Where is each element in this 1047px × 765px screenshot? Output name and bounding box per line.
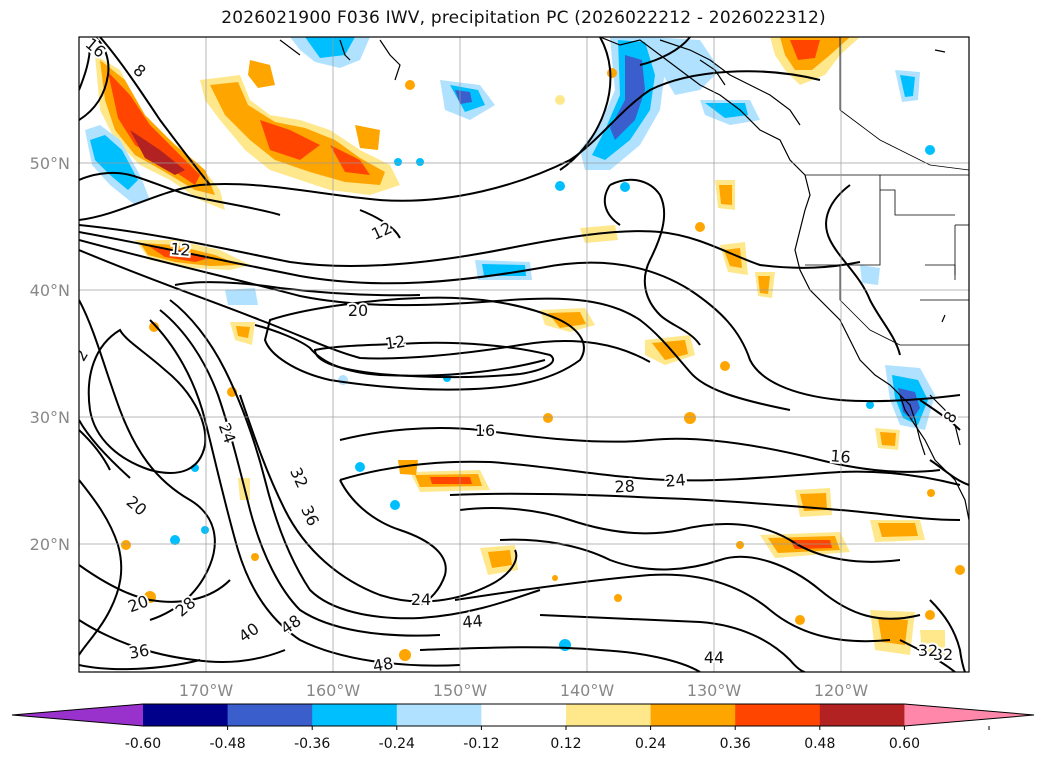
- contour-label: 32: [918, 641, 938, 660]
- contour-label-halo: 44: [462, 611, 484, 632]
- contour-label: 48: [371, 653, 394, 675]
- colorbar-tick-label: 0.12: [550, 736, 581, 752]
- contour-label-halo: 20: [348, 301, 368, 320]
- contour-label: 12: [170, 239, 192, 260]
- lon-label-140w: 140°W: [560, 681, 615, 700]
- contour-label-halo: 24: [665, 470, 687, 491]
- contour-label: 24: [411, 590, 431, 609]
- colorbar-segment: [312, 704, 398, 726]
- colorbar-segment: [143, 704, 229, 726]
- colorbar-segment: [735, 704, 821, 726]
- state-borders: [805, 37, 969, 346]
- colorbar-extend-low: [12, 704, 143, 726]
- contour-label: 16: [830, 446, 852, 467]
- colorbar-segment: [650, 704, 736, 726]
- lat-label-20n: 20°N: [30, 535, 70, 554]
- lon-label-170w: 170°W: [179, 681, 234, 700]
- contour-label-halo: 32: [933, 645, 953, 664]
- colorbar-tick-label: 0.60: [889, 736, 920, 752]
- iwv-contours: [79, 37, 969, 672]
- lon-label-160w: 160°W: [306, 681, 361, 700]
- contour-label-halo: 48: [371, 653, 394, 675]
- contour-label-halo: 44: [704, 648, 724, 667]
- contour-label: 28: [614, 476, 635, 496]
- contour-label-halo: 12: [170, 239, 192, 260]
- colorbar-tick-label: -0.48: [209, 736, 245, 752]
- contour-label: 44: [462, 611, 484, 632]
- contour-label: 36: [127, 640, 150, 662]
- colorbar-tick-label: -0.12: [463, 736, 499, 752]
- map-frame: [78, 36, 970, 673]
- lat-label-40n: 40°N: [30, 281, 70, 300]
- colorbar-segment: [481, 704, 567, 726]
- colorbar-segment: [566, 704, 652, 726]
- latitude-labels: 50°N 40°N 30°N 20°N: [30, 154, 70, 554]
- contour-label: 12: [384, 332, 407, 354]
- contour-label-halo: 32: [918, 641, 938, 660]
- colorbar-tick-label: -0.60: [125, 736, 161, 752]
- map-title: 2026021900 F036 IWV, precipitation PC (2…: [221, 8, 826, 28]
- contour-label-halo: 24: [411, 590, 431, 609]
- lon-label-130w: 130°W: [687, 681, 742, 700]
- colorbar: -0.60 -0.48 -0.36 -0.24 -0.12 0.12 0.24 0.36 0.4…: [11, 703, 1035, 752]
- colorbar-segment: [396, 704, 482, 726]
- colorbar-extend-high: [904, 704, 1034, 726]
- colorbar-segment: [227, 704, 313, 726]
- contour-label: 16: [475, 421, 495, 440]
- graticule: [79, 37, 969, 672]
- map-background: [79, 37, 969, 672]
- colorbar-tick-label: 0.24: [635, 736, 666, 752]
- colorbar-tick-label: 0.36: [720, 736, 751, 752]
- colorbar-tick-label: -0.36: [294, 736, 330, 752]
- contour-label-halo: 16: [830, 446, 852, 467]
- contour-label: 24: [665, 470, 687, 491]
- colorbar-tick-label: 0.48: [804, 736, 835, 752]
- colorbar-outline: [11, 703, 1035, 727]
- colorbar-segment: [819, 704, 905, 726]
- colorbar-tick-label: -0.24: [379, 736, 415, 752]
- contour-label: 44: [704, 648, 724, 667]
- longitude-labels: 170°W 160°W 150°W 140°W 130°W 120°W: [179, 681, 869, 700]
- contour-label: 20: [348, 301, 368, 320]
- coastlines: [279, 37, 969, 521]
- lon-label-120w: 120°W: [814, 681, 869, 700]
- contour-label-halo: 16: [475, 421, 495, 440]
- contour-label-halo: 28: [614, 476, 635, 496]
- contour-label: 32: [933, 645, 953, 664]
- lat-label-30n: 30°N: [30, 408, 70, 427]
- lon-label-150w: 150°W: [433, 681, 488, 700]
- lat-label-50n: 50°N: [30, 154, 70, 173]
